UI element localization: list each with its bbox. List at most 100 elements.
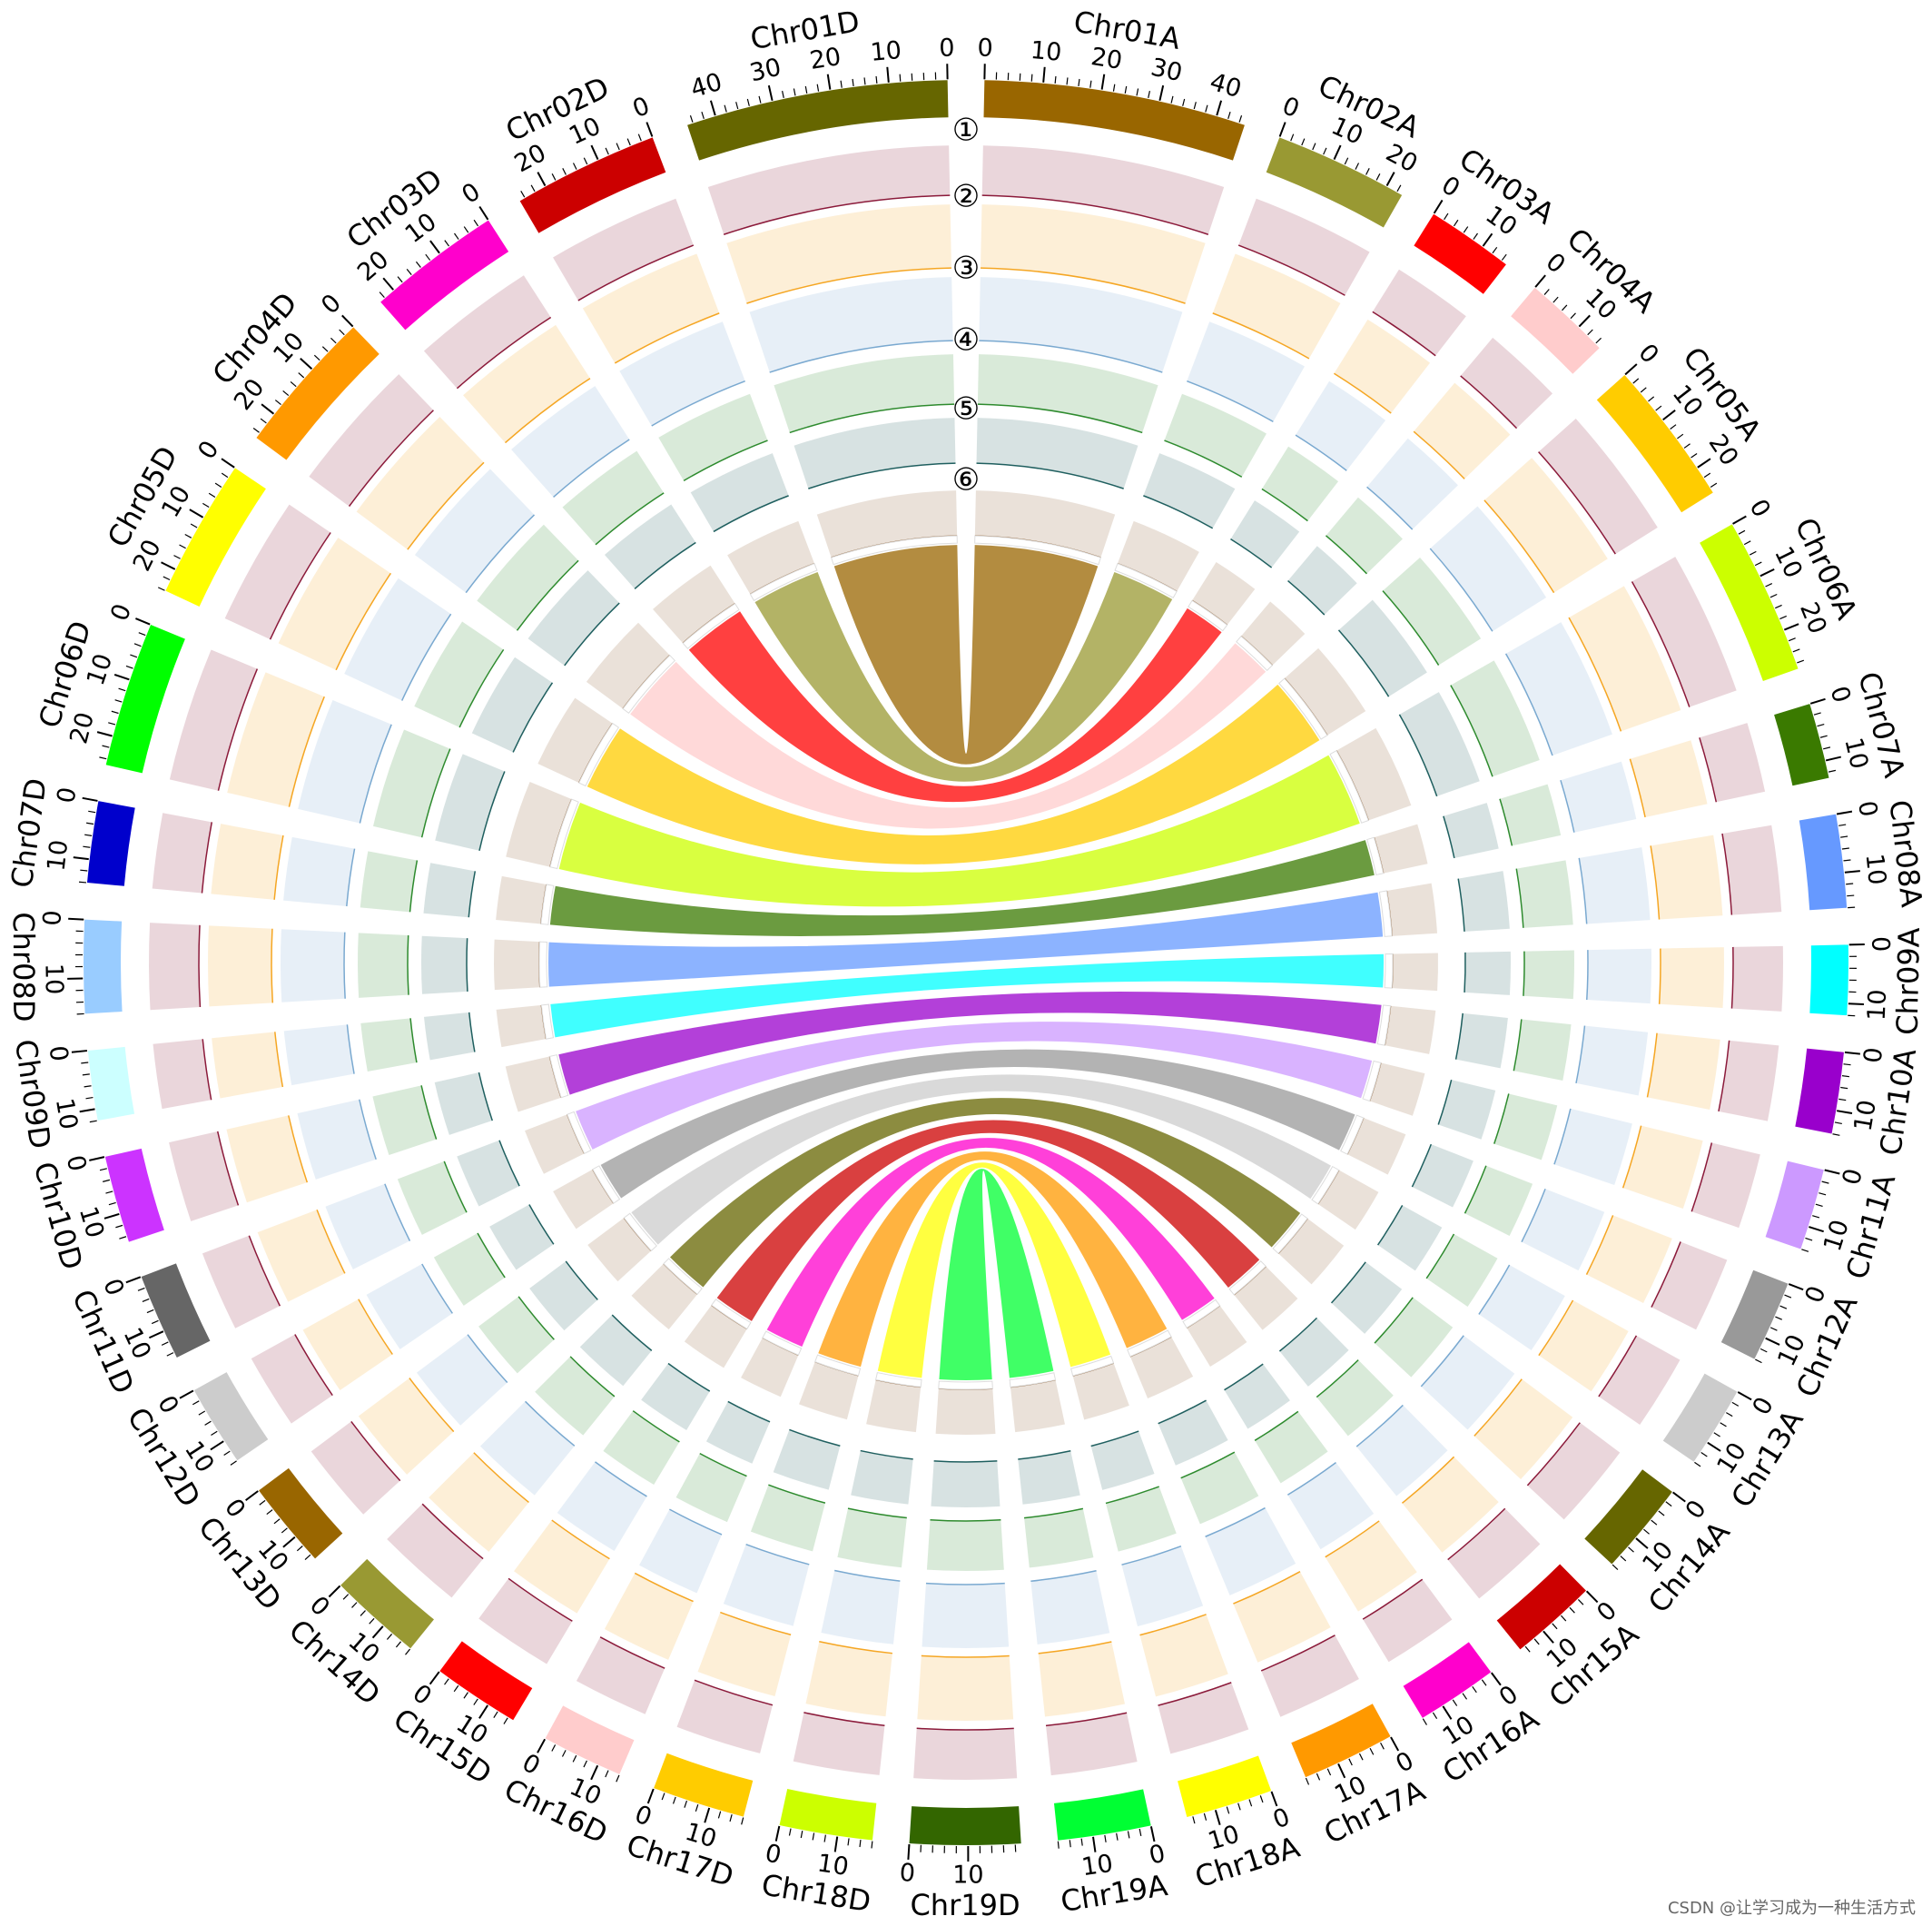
minor-tick	[493, 1711, 498, 1719]
track-baseline	[981, 267, 1186, 304]
minor-tick	[1312, 143, 1316, 151]
track-baseline	[860, 1449, 913, 1460]
track-band	[309, 374, 434, 507]
minor-tick	[1136, 88, 1139, 96]
track-baseline	[727, 1400, 771, 1423]
minor-tick	[1543, 289, 1550, 295]
track-baseline	[1499, 798, 1513, 846]
track-band	[587, 1218, 652, 1282]
inner-segment	[1188, 599, 1228, 632]
track-baseline	[1568, 617, 1622, 732]
minor-tick	[875, 75, 878, 84]
tick	[1482, 232, 1493, 247]
track-baseline	[1443, 815, 1455, 859]
minor-tick	[637, 133, 642, 142]
track-band	[1659, 947, 1725, 1008]
minor-tick	[1769, 1327, 1778, 1331]
track-band	[1414, 382, 1511, 479]
inner-segment	[875, 1371, 922, 1388]
minor-tick	[561, 1750, 567, 1757]
minor-tick	[192, 1400, 200, 1406]
track-baseline	[1515, 868, 1524, 928]
track-band	[1443, 803, 1499, 858]
minor-tick	[1533, 1638, 1540, 1645]
track-baseline	[1382, 590, 1440, 666]
track-band	[1234, 1266, 1298, 1330]
tick	[1543, 1630, 1554, 1644]
track-band	[1018, 1450, 1080, 1505]
track-band	[1336, 727, 1412, 821]
minor-tick	[1396, 184, 1402, 193]
track-baseline	[976, 462, 1124, 489]
track-baseline	[595, 492, 665, 546]
minor-tick	[1348, 1758, 1353, 1766]
minor-tick	[1788, 637, 1796, 642]
tick	[1100, 74, 1106, 90]
track-band	[1450, 660, 1540, 777]
track-baseline	[1447, 1507, 1506, 1561]
track-band	[773, 1429, 841, 1490]
minor-tick	[82, 1073, 90, 1076]
minor-tick	[572, 163, 577, 170]
track-band	[226, 1115, 308, 1203]
minor-tick	[342, 1594, 350, 1600]
track-band	[1331, 1261, 1403, 1334]
track-baseline	[1690, 1142, 1713, 1212]
minor-tick	[304, 1554, 311, 1561]
track-band	[749, 277, 953, 373]
track-label: ②	[952, 179, 980, 215]
track-band	[1386, 883, 1437, 936]
track-baseline	[1411, 1143, 1432, 1188]
track-baseline	[651, 380, 745, 427]
minor-tick	[503, 1717, 508, 1724]
track-baseline	[789, 403, 955, 434]
chromosome	[439, 1641, 533, 1721]
track-band	[1279, 1318, 1349, 1387]
tick-label: 0	[192, 436, 224, 465]
track-band	[1460, 337, 1553, 429]
track-baseline	[1330, 1261, 1366, 1304]
chromosome	[165, 468, 266, 607]
track-band	[527, 570, 620, 666]
track-band	[1575, 1025, 1649, 1096]
minor-tick	[551, 1744, 557, 1752]
minor-tick	[1227, 111, 1231, 119]
inner-segment	[938, 1380, 993, 1390]
tick	[1578, 314, 1591, 328]
track-band	[931, 1460, 1000, 1508]
tick	[537, 172, 547, 187]
track-label: ⑤	[952, 391, 980, 428]
track-baseline	[768, 1484, 826, 1504]
minor-tick	[1620, 1556, 1627, 1562]
minor-tick	[252, 428, 260, 433]
track-band	[169, 1131, 239, 1221]
tick	[1278, 122, 1286, 137]
track-band	[1382, 558, 1482, 666]
track-baseline	[1180, 1451, 1236, 1479]
minor-tick	[1524, 1645, 1531, 1653]
tick-label: 0	[1632, 339, 1664, 369]
track-baseline	[498, 1140, 520, 1187]
track-band	[1316, 1359, 1394, 1437]
tick	[73, 856, 89, 861]
track-band	[1180, 1452, 1259, 1525]
chromosome-label: Chr17D	[623, 1828, 738, 1894]
minor-tick	[735, 102, 739, 110]
track-band	[358, 1378, 454, 1475]
track-baseline	[1538, 1299, 1574, 1357]
track-band	[1579, 847, 1651, 924]
track-band	[1240, 601, 1306, 666]
track-band	[1374, 824, 1428, 874]
tick-label: 0	[1866, 936, 1894, 953]
minor-tick	[1843, 1063, 1851, 1066]
tick	[767, 84, 774, 101]
tick	[1844, 870, 1860, 874]
track-baseline	[1237, 244, 1346, 296]
track-band	[1287, 546, 1357, 616]
track-baseline	[458, 648, 505, 728]
track-band	[537, 697, 613, 784]
minor-tick	[729, 1814, 733, 1822]
minor-tick	[1817, 723, 1825, 727]
track-band	[794, 418, 956, 489]
